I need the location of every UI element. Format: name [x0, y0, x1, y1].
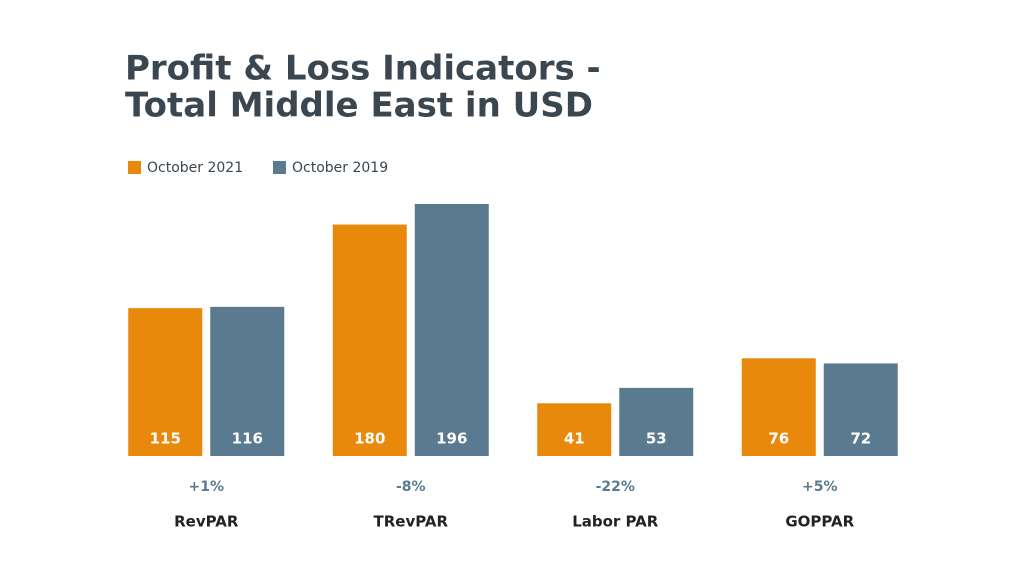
chart-title: Total Middle East in USD [125, 86, 593, 126]
value-label: 196 [436, 430, 467, 448]
legend-swatch [128, 161, 141, 174]
bar [332, 224, 407, 456]
bar [823, 363, 898, 456]
bar [128, 308, 203, 456]
bar [619, 387, 694, 456]
annotation: +5% [802, 479, 838, 495]
chart-title: Profit & Loss Indicators - [125, 49, 601, 89]
x-tick-label: RevPAR [174, 513, 239, 531]
value-label: 76 [768, 430, 789, 448]
value-label: 115 [150, 430, 181, 448]
value-label: 72 [850, 430, 871, 448]
annotation: -8% [396, 479, 426, 495]
legend-swatch [273, 161, 286, 174]
bar [537, 403, 612, 456]
x-tick-label: TRevPAR [373, 513, 448, 531]
annotation: -22% [596, 479, 635, 495]
value-label: 180 [354, 430, 385, 448]
value-label: 53 [646, 430, 667, 448]
bar [741, 358, 816, 456]
legend-label: October 2019 [292, 160, 388, 176]
x-tick-label: Labor PAR [572, 513, 659, 531]
value-label: 116 [232, 430, 263, 448]
bar [414, 204, 489, 456]
bar [210, 306, 285, 456]
legend-label: October 2021 [147, 160, 243, 176]
x-tick-label: GOPPAR [785, 513, 854, 531]
annotation: +1% [189, 479, 225, 495]
value-label: 41 [564, 430, 585, 448]
